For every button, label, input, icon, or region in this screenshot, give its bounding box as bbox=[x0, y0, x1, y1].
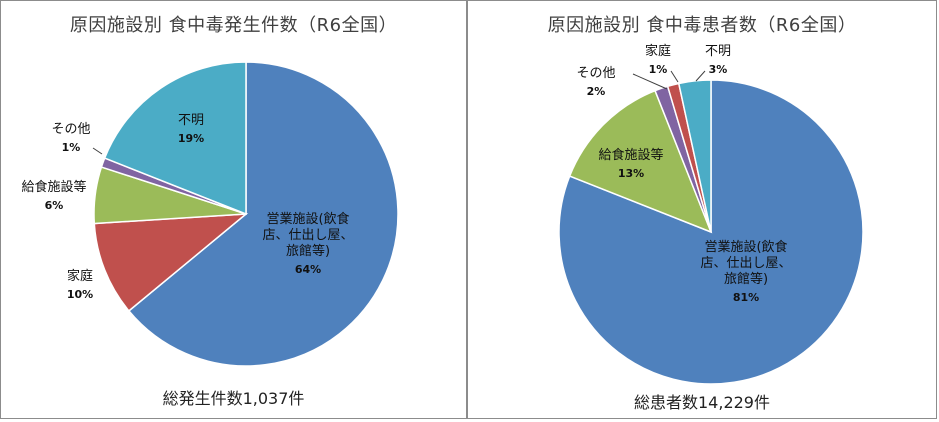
pie-slice-unknown bbox=[103, 61, 247, 216]
slice-percent-other: 1% bbox=[62, 141, 81, 154]
leader-line-other bbox=[92, 147, 103, 155]
chart-panel-patients: 原因施設別 食中毒患者数（R6全国） 営業施設(飲食 店、仕出し屋、 旅館等) 81%… bbox=[467, 0, 937, 419]
chart-title: 原因施設別 食中毒発生件数（R6全国） bbox=[69, 15, 398, 36]
pie-slice-business bbox=[127, 61, 399, 367]
pie-slice-catering bbox=[568, 89, 713, 234]
slice-label-other: その他 bbox=[576, 66, 615, 81]
slice-percent-home: 1% bbox=[649, 63, 668, 76]
slice-label-business: 旅館等) bbox=[724, 271, 768, 287]
slice-label-business: 旅館等) bbox=[286, 243, 330, 259]
slice-label-home: 家庭 bbox=[67, 268, 93, 284]
pie-slice-home bbox=[93, 213, 249, 312]
slice-percent-unknown: 3% bbox=[709, 63, 728, 76]
pie-chart-patients: 営業施設(飲食店、仕出し屋、旅館等) 81% 給食施設等 13% その他 2% 家庭 1% 不明… bbox=[558, 43, 864, 385]
pie-slice-unknown bbox=[677, 79, 712, 233]
slice-label-other: その他 bbox=[51, 122, 90, 137]
slice-label-catering: 給食施設等 bbox=[21, 179, 86, 195]
leader-line-unknown bbox=[695, 70, 706, 82]
leader-line-home bbox=[670, 70, 679, 83]
chart-total-label: 総発生件数1,037件 bbox=[162, 389, 305, 408]
chart-total-label: 総患者数14,229件 bbox=[634, 393, 770, 412]
slice-percent-business: 81% bbox=[733, 291, 759, 304]
slice-label-catering: 給食施設等 bbox=[598, 147, 663, 163]
slice-percent-other: 2% bbox=[587, 85, 606, 98]
leader-line-other bbox=[632, 73, 668, 90]
slice-percent-business: 64% bbox=[295, 263, 321, 276]
slice-label-business: 営業施設(飲食 bbox=[704, 239, 787, 255]
slice-label-business: 店、仕出し屋、 bbox=[262, 228, 353, 243]
slice-label-business: 営業施設(飲食 bbox=[266, 211, 349, 227]
slice-label-unknown: 不明 bbox=[705, 44, 731, 59]
slice-label-home: 家庭 bbox=[645, 43, 671, 59]
slice-percent-home: 10% bbox=[67, 288, 93, 301]
slice-percent-catering: 6% bbox=[45, 199, 64, 212]
pie-chart-incidents: 営業施設(飲食店、仕出し屋、旅館等) 64% 家庭 10% 給食施設等 6% その他 1% 不明… bbox=[21, 61, 399, 367]
slice-percent-unknown: 19% bbox=[178, 132, 204, 145]
chart-title: 原因施設別 食中毒患者数（R6全国） bbox=[547, 15, 857, 36]
chart-panel-incidents: 原因施設別 食中毒発生件数（R6全国） 営業施設(飲食 店、仕出し屋、 旅館等) 64… bbox=[0, 0, 467, 419]
slice-percent-catering: 13% bbox=[618, 167, 644, 180]
slice-label-unknown: 不明 bbox=[178, 113, 204, 128]
slice-label-business: 店、仕出し屋、 bbox=[700, 256, 791, 271]
